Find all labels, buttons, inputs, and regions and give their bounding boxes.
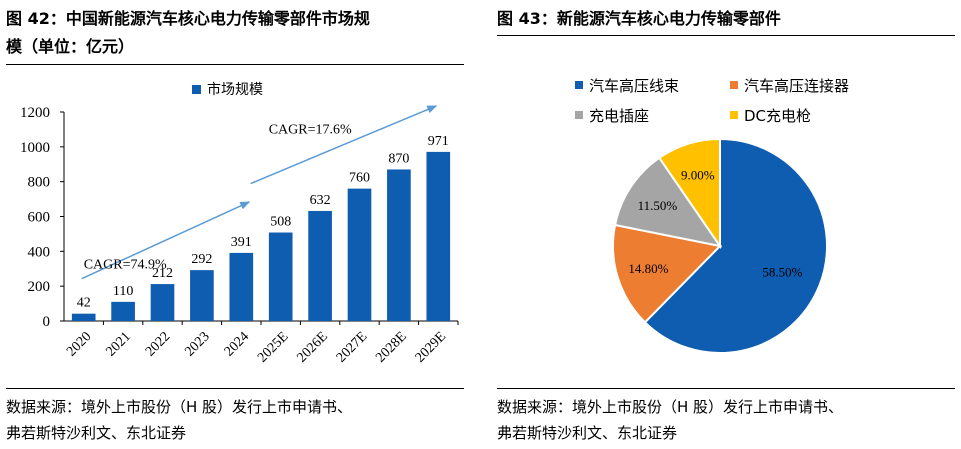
bar: [229, 252, 254, 321]
pie-value-label: 14.80%: [628, 261, 668, 276]
bar: [150, 284, 175, 321]
y-tick-label: 800: [28, 175, 51, 191]
y-tick-label: 400: [28, 244, 51, 260]
bar-value-label: 632: [310, 193, 331, 208]
pie-legend-swatch: [575, 81, 583, 89]
bar: [387, 169, 411, 321]
x-tick-label: 2026E: [294, 329, 330, 365]
bar-value-label: 212: [152, 266, 173, 281]
bar-value-label: 870: [388, 151, 409, 166]
pie-slice: [657, 137, 721, 250]
left-title-rule: [6, 64, 464, 65]
pie-legend-label: 汽车高压线束: [589, 77, 679, 95]
y-tick-label: 200: [28, 279, 51, 295]
right-source-line2: 弗若斯特沙利文、东北证券: [497, 424, 678, 442]
bar: [190, 270, 214, 321]
left-source-line1: 数据来源：境外上市股份（H 股）发行上市申请书、: [6, 398, 353, 416]
bar: [347, 188, 372, 321]
bar-value-label: 391: [231, 235, 252, 250]
x-tick-label: 2023: [182, 329, 212, 359]
pie-legend-swatch: [575, 111, 583, 119]
pie-slice: [643, 137, 828, 354]
x-tick-label: 2025E: [255, 329, 291, 365]
y-tick-label: 600: [28, 210, 51, 226]
x-tick-label: 2022: [143, 329, 173, 359]
bar: [111, 301, 135, 321]
y-tick-label: 1000: [20, 140, 50, 156]
bar-value-label: 110: [113, 284, 133, 299]
bar-value-label: 971: [428, 134, 449, 149]
y-tick-label: 1200: [20, 105, 50, 121]
x-tick-label: 2027E: [334, 329, 370, 365]
left-source-rule: [6, 388, 464, 389]
x-tick-label: 2021: [104, 329, 134, 359]
y-tick-label: 0: [43, 314, 51, 330]
bar: [308, 210, 332, 321]
left-figure-title-line1: 图 42：中国新能源汽车核心电力传输零部件市场规: [6, 9, 370, 28]
pie-slice: [612, 223, 723, 324]
pie-legend-label: 充电插座: [589, 107, 649, 125]
right-source-line1: 数据来源：境外上市股份（H 股）发行上市申请书、: [497, 398, 844, 416]
x-tick-label: 2024: [222, 329, 252, 359]
pie-value-label: 9.00%: [681, 167, 715, 182]
bar-legend-swatch: [192, 85, 201, 94]
right-title-rule: [497, 35, 955, 36]
bar-chart: 市场规模 0 200 400 600 800 1000 1200 42 2020 110 2021 2…: [20, 81, 459, 366]
cagr-arrow-1: [81, 201, 251, 280]
x-tick-label: 2029E: [413, 329, 449, 365]
left-figure-title-line2: 模（单位：亿元）: [6, 37, 135, 56]
bar: [71, 313, 96, 321]
bar-legend-label: 市场规模: [207, 81, 263, 98]
pie-legend-swatch: [730, 81, 738, 89]
right-source-rule: [497, 388, 955, 389]
x-tick-label: 2028E: [373, 329, 409, 365]
bar-value-label: 292: [191, 252, 212, 267]
pie-legend-label: 汽车高压连接器: [744, 77, 849, 95]
cagr-arrow-2: [250, 105, 438, 185]
cagr-label-1: CAGR=74.9%: [84, 257, 167, 272]
bar-value-label: 508: [270, 215, 291, 230]
pie-legend-label: DC充电枪: [744, 107, 811, 125]
bar: [426, 151, 451, 321]
pie-value-label: 58.50%: [762, 265, 802, 280]
bar-value-label: 42: [77, 296, 91, 311]
x-tick-label: 2020: [64, 329, 94, 359]
left-source-line2: 弗若斯特沙利文、东北证券: [6, 424, 187, 442]
right-figure-title: 图 43：新能源汽车核心电力传输零部件: [497, 9, 781, 28]
bar-value-label: 760: [349, 171, 370, 186]
pie-legend-swatch: [730, 111, 738, 119]
bar: [268, 232, 293, 321]
pie-value-label: 11.50%: [638, 198, 678, 213]
pie-slice: [613, 156, 723, 248]
cagr-label-2: CAGR=17.6%: [269, 123, 352, 138]
bar-legend: 市场规模: [192, 81, 263, 98]
